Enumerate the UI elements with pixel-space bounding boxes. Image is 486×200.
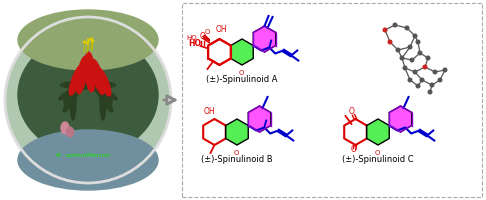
Circle shape xyxy=(405,26,409,30)
Circle shape xyxy=(416,40,420,44)
Circle shape xyxy=(393,23,397,27)
Polygon shape xyxy=(226,119,248,145)
Circle shape xyxy=(4,16,172,184)
Ellipse shape xyxy=(92,60,104,94)
Polygon shape xyxy=(253,26,276,52)
Ellipse shape xyxy=(74,74,117,100)
Ellipse shape xyxy=(97,68,111,96)
Ellipse shape xyxy=(67,127,73,137)
Ellipse shape xyxy=(64,76,91,103)
Ellipse shape xyxy=(18,10,158,70)
Circle shape xyxy=(388,40,392,44)
Circle shape xyxy=(420,78,424,82)
Text: HO: HO xyxy=(187,34,197,40)
Ellipse shape xyxy=(76,56,87,94)
Text: OH: OH xyxy=(204,107,215,116)
Text: (±)-Spinulinoid B: (±)-Spinulinoid B xyxy=(201,155,273,164)
Circle shape xyxy=(423,65,427,69)
Polygon shape xyxy=(231,39,253,65)
FancyBboxPatch shape xyxy=(182,3,482,197)
Ellipse shape xyxy=(63,73,87,112)
Ellipse shape xyxy=(61,122,69,134)
Circle shape xyxy=(408,78,412,82)
Polygon shape xyxy=(389,106,412,132)
Circle shape xyxy=(91,40,93,42)
Circle shape xyxy=(433,70,437,74)
Circle shape xyxy=(416,84,420,88)
Ellipse shape xyxy=(100,80,106,120)
Circle shape xyxy=(418,51,422,55)
Circle shape xyxy=(87,39,89,41)
Circle shape xyxy=(426,56,430,60)
Ellipse shape xyxy=(60,81,116,89)
Ellipse shape xyxy=(89,73,113,112)
Circle shape xyxy=(400,56,404,60)
Circle shape xyxy=(87,42,88,44)
Ellipse shape xyxy=(59,74,102,100)
Ellipse shape xyxy=(70,80,76,120)
Text: HO: HO xyxy=(188,40,201,48)
Text: O: O xyxy=(374,150,380,156)
Circle shape xyxy=(413,34,417,38)
Circle shape xyxy=(403,66,407,70)
Text: O: O xyxy=(238,70,243,76)
Polygon shape xyxy=(367,119,389,145)
Text: O: O xyxy=(200,32,206,41)
Circle shape xyxy=(90,38,92,40)
Circle shape xyxy=(438,78,442,82)
Ellipse shape xyxy=(69,65,83,95)
Circle shape xyxy=(5,17,171,183)
Text: (±)-Spinulinoid A: (±)-Spinulinoid A xyxy=(206,75,278,84)
Circle shape xyxy=(396,48,400,52)
Ellipse shape xyxy=(85,76,112,103)
Circle shape xyxy=(428,90,432,94)
Circle shape xyxy=(430,83,434,87)
Text: O: O xyxy=(233,150,239,156)
Text: (±)-Spinulinoid C: (±)-Spinulinoid C xyxy=(342,155,414,164)
Circle shape xyxy=(413,70,417,74)
Circle shape xyxy=(383,28,387,32)
Circle shape xyxy=(410,58,414,62)
Text: O: O xyxy=(348,107,354,116)
Circle shape xyxy=(408,45,412,49)
Text: OH: OH xyxy=(216,25,227,34)
Ellipse shape xyxy=(85,52,95,92)
Polygon shape xyxy=(248,106,271,132)
Circle shape xyxy=(84,41,86,43)
Ellipse shape xyxy=(18,35,158,155)
Text: R. spinuliferum: R. spinuliferum xyxy=(56,153,110,158)
Circle shape xyxy=(443,68,447,72)
Text: O: O xyxy=(350,145,356,154)
Text: O: O xyxy=(205,28,210,34)
Ellipse shape xyxy=(18,130,158,190)
